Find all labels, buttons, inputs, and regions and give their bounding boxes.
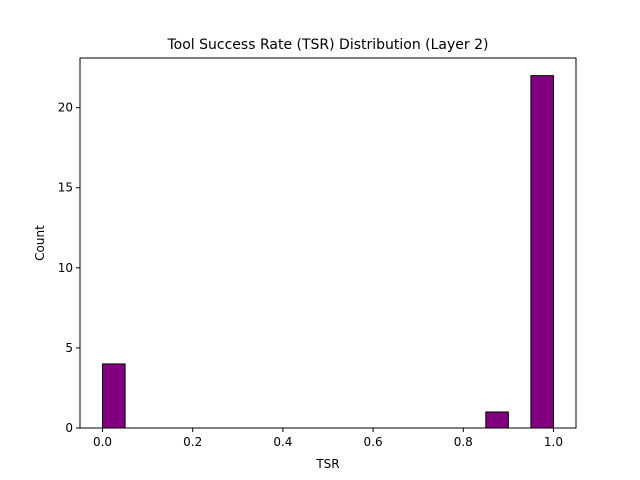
histogram-bar-1 (485, 411, 509, 429)
plot-frame (79, 57, 577, 429)
x-tick-label: 0.4 (273, 435, 292, 449)
x-tick-label: 0.2 (183, 435, 202, 449)
histogram-bar-0 (102, 363, 126, 429)
histogram-bar-2 (530, 75, 554, 429)
x-tick-label: 0.8 (454, 435, 473, 449)
y-tick-label: 15 (58, 181, 73, 195)
x-tick-label: 1.0 (544, 435, 563, 449)
y-tick-label: 5 (65, 341, 73, 355)
bars-group (102, 75, 554, 429)
x-tick-label: 0.0 (93, 435, 112, 449)
y-tick-label: 10 (58, 261, 73, 275)
y-tick-label: 0 (65, 421, 73, 435)
x-tick-label: 0.6 (364, 435, 383, 449)
chart-title: Tool Success Rate (TSR) Distribution (La… (167, 37, 489, 53)
x-axis-ticks: 0.0 0.2 0.4 0.6 0.8 1.0 (93, 428, 563, 449)
y-tick-label: 20 (58, 101, 73, 115)
y-axis-label: Count (33, 225, 47, 261)
y-axis-ticks: 0 5 10 15 20 (58, 101, 80, 435)
x-axis-label: TSR (315, 457, 339, 471)
